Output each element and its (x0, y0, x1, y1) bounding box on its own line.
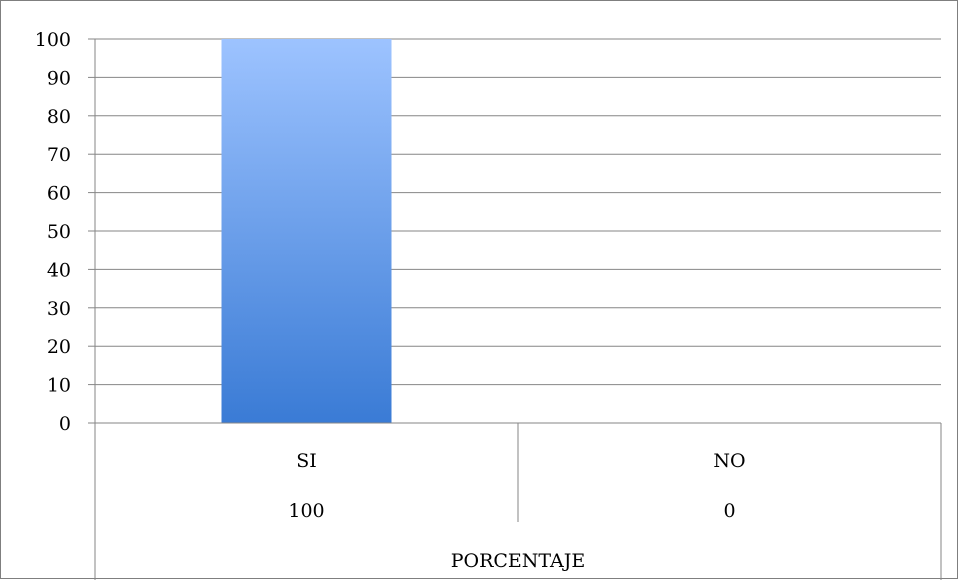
y-tick-label: 20 (47, 336, 71, 358)
category-label: SI (296, 450, 317, 472)
y-tick-label: 90 (47, 67, 71, 89)
category-labels: SI NO (296, 450, 745, 472)
data-value-label: 100 (288, 500, 324, 522)
y-tick-label: 10 (47, 375, 71, 397)
axes (88, 38, 942, 580)
x-axis-title: PORCENTAJE (451, 550, 586, 572)
y-tick-label: 60 (47, 183, 71, 205)
bars (221, 39, 392, 423)
y-tick-label: 70 (47, 144, 71, 166)
y-tick-label: 0 (59, 413, 71, 435)
value-labels: 100 0 (288, 500, 735, 522)
y-tick-label: 50 (47, 221, 71, 243)
y-tick-label: 100 (35, 29, 71, 51)
bar (221, 39, 392, 423)
y-tick-label: 40 (47, 259, 71, 281)
data-value-label: 0 (723, 500, 735, 522)
y-tick-label: 30 (47, 298, 71, 320)
category-label: NO (713, 450, 745, 472)
y-tick-label: 80 (47, 106, 71, 128)
y-tick-labels: 0 10 20 30 40 50 60 70 80 90 100 (35, 29, 71, 435)
